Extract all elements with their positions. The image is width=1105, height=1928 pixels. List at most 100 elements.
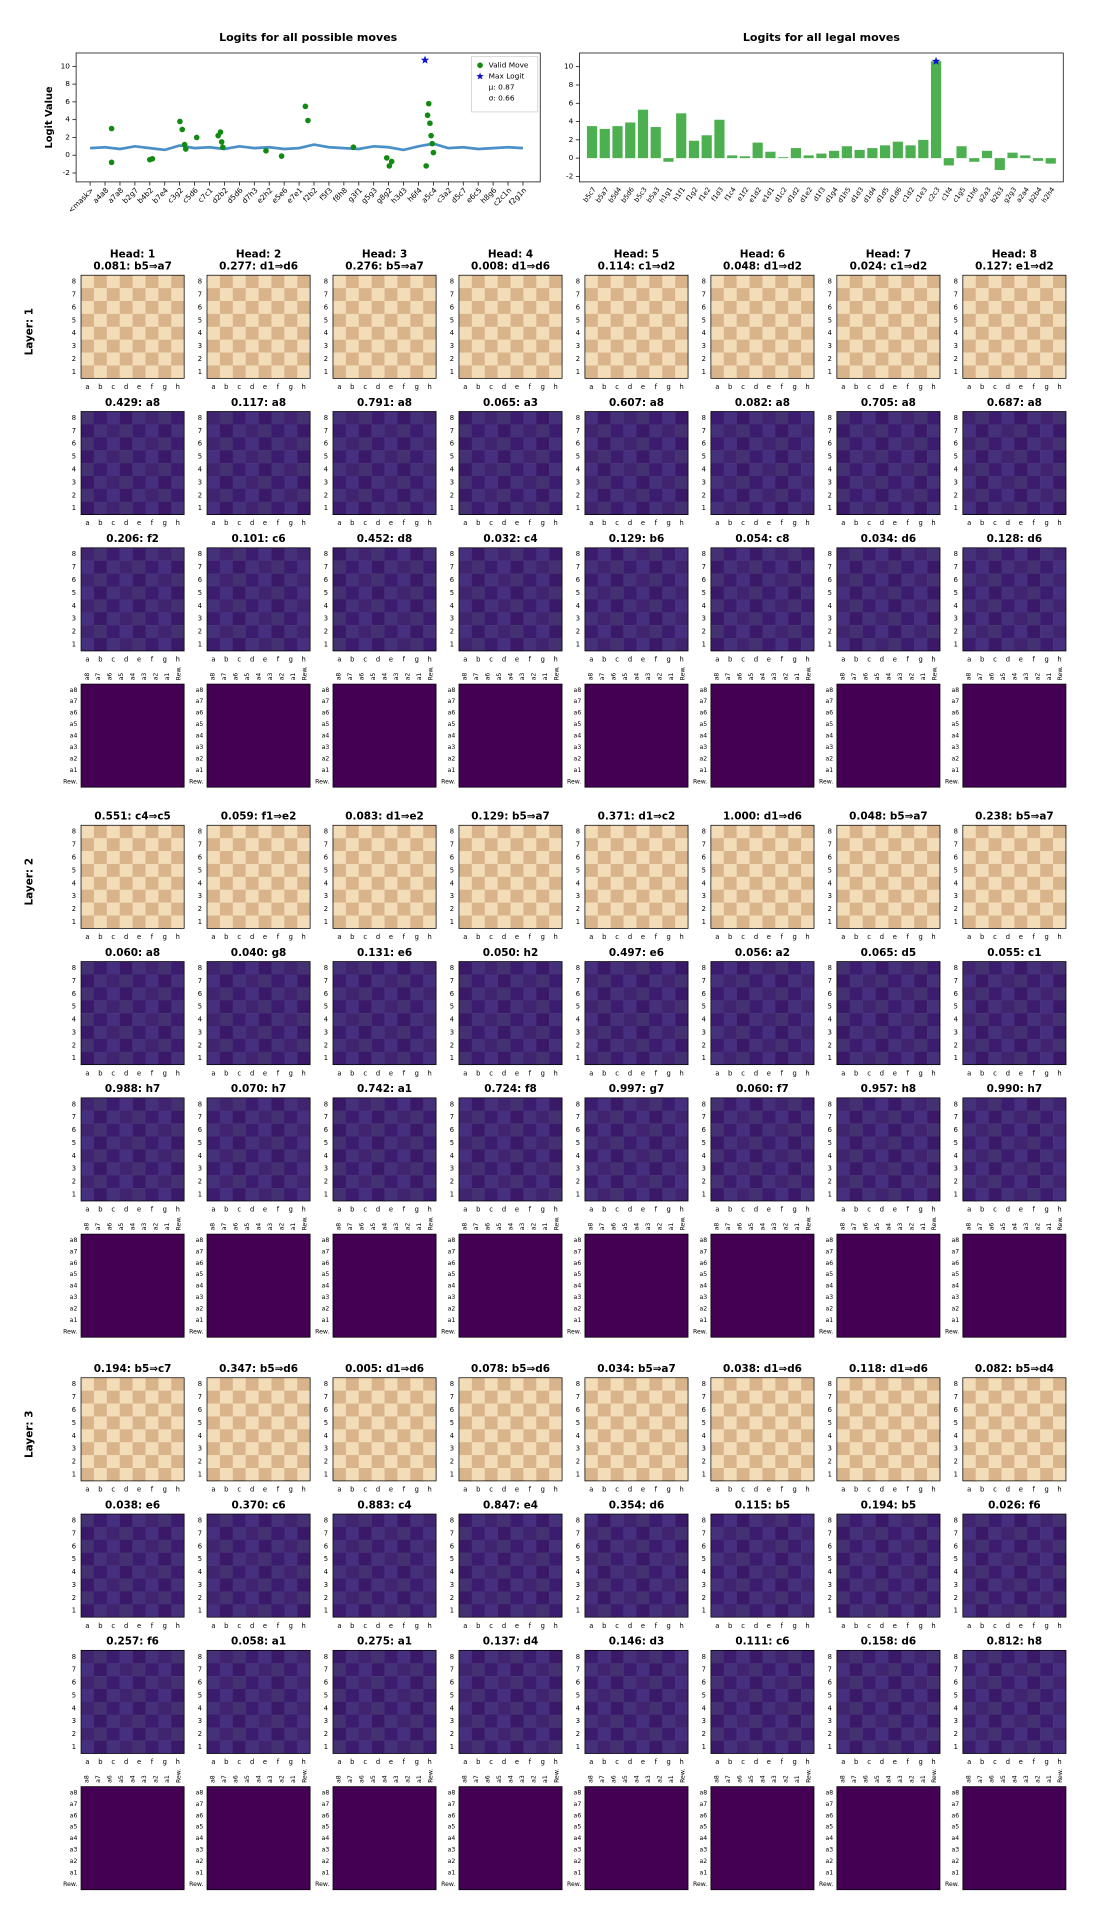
heatmap-cell [207,1714,221,1728]
heatmap-cell [836,1162,850,1176]
heatmap-cell [584,475,599,490]
rank-label: 1 [702,640,706,648]
legend-label: Max Logit [489,71,525,80]
heatmap-cell [132,411,146,425]
attn-x-label: a7 [977,673,984,681]
heatmap-cell [171,586,185,600]
attn-y-label: a4 [196,733,204,740]
rank-label: 5 [324,1139,328,1147]
board-square [549,301,563,315]
rank-label: 5 [954,316,958,324]
heatmap-cell [888,961,902,975]
heatmap-cell [284,488,298,502]
heatmap-cell [836,1175,850,1189]
file-label: d [880,1206,884,1214]
heatmap-cell [171,625,185,639]
attn-y-label: a5 [322,721,330,728]
heatmap-cell [245,961,259,975]
board-square [232,1468,246,1482]
heatmap-cell [232,1714,246,1728]
heatmap-cell [207,1149,221,1163]
heatmap-cell [171,1514,185,1528]
heatmap-cell [623,547,637,561]
board-square [219,365,234,379]
heatmap-cell [610,987,624,1001]
heatmap-cell [536,411,550,425]
board-square [723,275,737,289]
rank-label: 8 [828,1100,832,1108]
heatmap-cell [610,573,624,587]
heatmap-cell [119,1591,133,1605]
heatmap-cell [523,463,537,477]
rank-label: 4 [576,879,580,887]
attn-x-label: Rew. [931,1216,938,1230]
heatmap-cell [484,488,498,502]
board-square [610,339,624,353]
board-square [675,339,689,353]
heatmap-cell [145,1591,159,1605]
rank-label: 7 [702,1113,706,1121]
board-square [988,365,1002,379]
rank-label: 7 [576,977,580,985]
rank-label: 8 [828,278,832,286]
heatmap-cell [875,437,889,451]
heatmap-cell [584,488,599,502]
heatmap-cell [662,488,676,502]
board-square [1027,288,1041,302]
heatmap-cell [623,437,637,451]
heatmap-cell [132,1149,146,1163]
heatmap-cell [219,547,234,561]
heatmap-cell [271,961,285,975]
file-label: b [224,933,228,941]
heatmap-cell [927,411,941,425]
heatmap-cell [132,1676,146,1690]
board-square [297,301,311,315]
attn-y-label: Rew. [63,1329,77,1336]
heatmap-cell [662,1123,676,1137]
heatmap-cell [171,1026,185,1040]
heatmap-cell [219,463,234,477]
rank-label: 2 [954,1178,958,1186]
file-label: f [655,933,658,941]
file-label: a [589,383,593,391]
attn-x-label: a2 [656,1223,663,1231]
rank-label: 7 [72,1666,76,1674]
heatmap-cell [584,1000,599,1014]
rank-label: 4 [198,879,202,887]
heatmap-cell [145,1714,159,1728]
file-label: f [1033,933,1036,941]
heatmap-cell [423,1136,437,1150]
heatmap-cell [1053,411,1067,425]
rank-label: 2 [828,491,832,499]
rank-label: 4 [702,1016,706,1024]
attn-x-label: a2 [1034,1223,1041,1231]
square-heatmap [332,961,437,1065]
board-square [145,863,159,878]
bar [790,148,801,159]
board-square [271,1377,285,1391]
heatmap-cell [232,573,246,587]
board-square [219,326,234,340]
file-label: d [754,1206,758,1214]
board-square [888,339,902,353]
heatmap-cell [1001,437,1015,451]
file-label: f [277,383,280,391]
heatmap-cell [423,1110,437,1124]
rank-label: 1 [702,504,706,512]
rank-label: 1 [576,918,580,926]
board-square [81,915,95,929]
heatmap-cell [788,1097,802,1111]
heatmap-cell [636,586,650,600]
board-square [484,851,498,865]
board-square [662,851,676,865]
chess-board [584,825,689,929]
board-square [81,326,95,340]
heatmap-cell [988,586,1002,600]
file-label: b [728,1206,732,1214]
heatmap-cell [1040,1175,1054,1189]
rank-label: 1 [828,504,832,512]
panel-frame [458,274,563,379]
heatmap-cell [219,1026,234,1040]
heatmap-cell [1014,1000,1028,1014]
rank-label: 8 [198,828,202,836]
